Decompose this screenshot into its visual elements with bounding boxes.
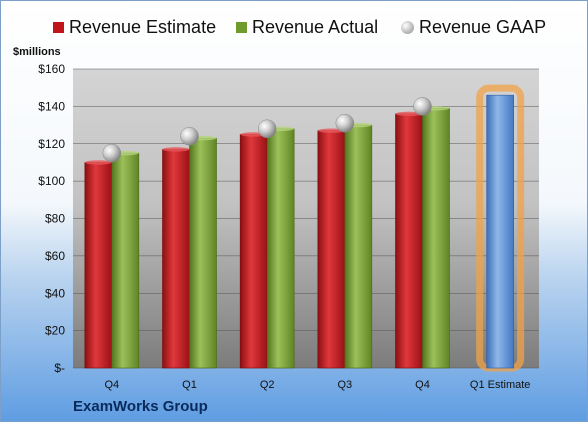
bar-revenue-estimate-top (84, 160, 112, 165)
y-tick-label: $120 (38, 137, 65, 151)
bar-revenue-actual (422, 107, 450, 369)
x-tick-label: Q3 (337, 379, 352, 391)
legend-item-revenue-gaap: Revenue GAAP (401, 17, 546, 38)
bar-revenue-actual (189, 137, 217, 369)
y-tick-label: $- (54, 361, 65, 375)
y-tick-label: $140 (38, 99, 65, 113)
bar-revenue-estimate-top (162, 147, 190, 152)
legend-item-revenue-actual: Revenue Actual (236, 17, 378, 38)
y-axis-unit-label: $millions (13, 46, 61, 58)
legend: Revenue Estimate Revenue Actual Revenue … (53, 17, 577, 43)
bar-revenue-estimate (239, 134, 268, 369)
bar-revenue-estimate (162, 149, 190, 369)
x-tick-label: Q2 (260, 379, 275, 391)
legend-label-gaap: Revenue GAAP (419, 17, 547, 37)
bar-revenue-estimate-top (317, 128, 345, 133)
bar-revenue-estimate (317, 130, 346, 369)
legend-swatch-estimate (53, 22, 64, 33)
marker-revenue-gaap (413, 97, 432, 116)
marker-revenue-gaap (257, 119, 277, 139)
y-tick-label: $80 (45, 212, 65, 226)
bar-q1-estimate (486, 94, 514, 369)
legend-label-estimate: Revenue Estimate (69, 17, 217, 37)
x-tick-label: Q4 (415, 379, 430, 391)
x-tick-label: Q1 Estimate (470, 379, 531, 391)
legend-label-actual: Revenue Actual (252, 17, 379, 37)
marker-revenue-gaap (335, 113, 355, 133)
bar-revenue-actual (111, 152, 140, 369)
legend-marker-gaap (401, 21, 414, 34)
legend-item-revenue-estimate: Revenue Estimate (53, 17, 216, 38)
legend-swatch-actual (236, 22, 247, 33)
marker-revenue-gaap (102, 143, 122, 163)
y-tick-label: $40 (45, 286, 65, 300)
bar-revenue-estimate (395, 113, 423, 369)
bar-revenue-estimate (84, 162, 113, 369)
x-tick-label: Q1 (182, 379, 197, 391)
bar-revenue-estimate-top (395, 111, 423, 117)
marker-revenue-gaap (180, 127, 199, 146)
y-tick-label: $20 (45, 324, 65, 338)
y-tick-label: $100 (38, 174, 65, 188)
company-name: ExamWorks Group (73, 398, 208, 415)
y-tick-label: $60 (45, 249, 65, 263)
x-tick-label: Q4 (104, 379, 119, 391)
bar-revenue-actual (266, 128, 295, 369)
bar-revenue-actual (344, 124, 373, 369)
y-tick-label: $160 (38, 62, 65, 76)
